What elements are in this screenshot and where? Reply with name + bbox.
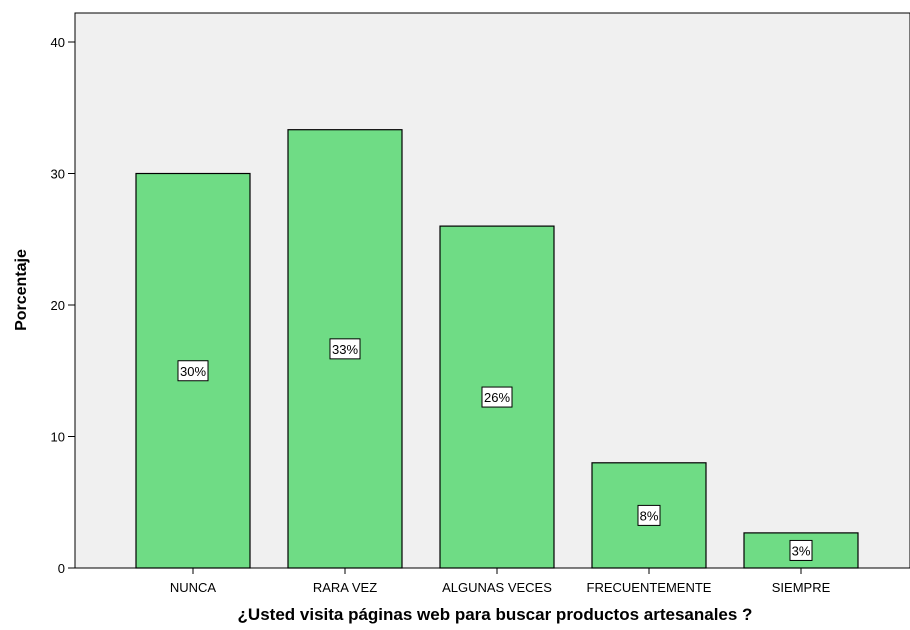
bars-group: 30% 33% 26% 8% 3% [135,129,859,569]
x-axis: NUNCA RARA VEZ ALGUNAS VECES FRECUENTEMENTE… [170,568,831,595]
x-tick-label: SIEMPRE [772,580,831,595]
x-tick-label: RARA VEZ [313,580,377,595]
y-axis-title: Porcentaje [13,249,30,331]
y-tick-label: 10 [51,430,65,445]
data-label-box [481,386,513,408]
y-tick-label: 0 [58,561,65,576]
y-tick-label: 20 [51,298,65,313]
y-axis: 0 10 20 30 40 [51,35,75,576]
data-label-box [329,338,361,360]
data-label: 26% [484,390,510,405]
x-tick-label: NUNCA [170,580,217,595]
data-label-box [789,539,813,561]
y-tick-label: 40 [51,35,65,50]
x-axis-title: ¿Usted visita páginas web para buscar pr… [238,605,753,624]
data-label: 30% [180,364,206,379]
data-label: 8% [640,508,659,523]
x-tick-label: ALGUNAS VECES [442,580,552,595]
x-tick-label: FRECUENTEMENTE [587,580,712,595]
y-tick-label: 30 [51,167,65,182]
bar-nunca [135,172,251,569]
data-label: 33% [332,342,358,357]
data-label-box [177,360,209,382]
data-label-box [637,504,661,526]
data-label: 3% [792,543,811,558]
